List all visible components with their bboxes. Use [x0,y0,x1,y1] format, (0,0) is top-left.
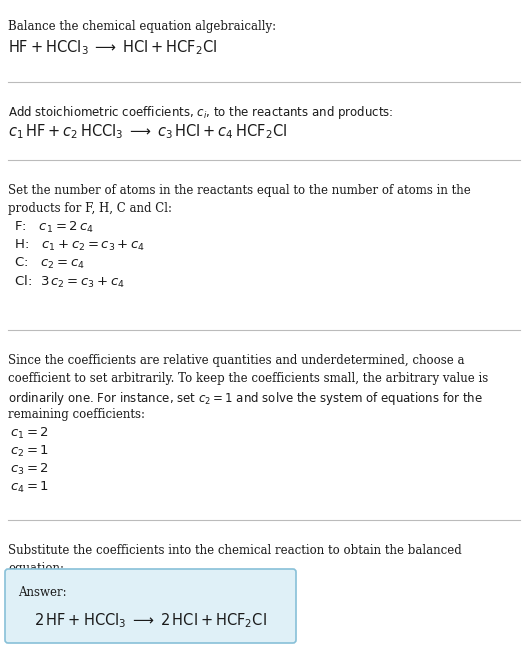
Text: coefficient to set arbitrarily. To keep the coefficients small, the arbitrary va: coefficient to set arbitrarily. To keep … [8,372,488,385]
Text: remaining coefficients:: remaining coefficients: [8,408,145,421]
Text: Set the number of atoms in the reactants equal to the number of atoms in the: Set the number of atoms in the reactants… [8,184,471,197]
Text: $\mathrm{HF + HCCl_3 \;\longrightarrow\; HCl + HCF_2Cl}$: $\mathrm{HF + HCCl_3 \;\longrightarrow\;… [8,38,218,57]
Text: $c_1 = 2$: $c_1 = 2$ [10,426,49,441]
Text: F:   $c_1 = 2\,c_4$: F: $c_1 = 2\,c_4$ [10,220,94,235]
Text: Substitute the coefficients into the chemical reaction to obtain the balanced: Substitute the coefficients into the che… [8,544,462,557]
Text: $c_1\,\mathrm{HF} + c_2\,\mathrm{HCCl_3} \;\longrightarrow\; c_3\,\mathrm{HCl} +: $c_1\,\mathrm{HF} + c_2\,\mathrm{HCCl_3}… [8,122,287,141]
Text: Balance the chemical equation algebraically:: Balance the chemical equation algebraica… [8,20,276,33]
Text: ordinarily one. For instance, set $c_2 = 1$ and solve the system of equations fo: ordinarily one. For instance, set $c_2 =… [8,390,483,407]
Text: H:   $c_1 + c_2 = c_3 + c_4$: H: $c_1 + c_2 = c_3 + c_4$ [10,238,145,253]
Text: $c_2 = 1$: $c_2 = 1$ [10,444,49,459]
Text: Add stoichiometric coefficients, $c_i$, to the reactants and products:: Add stoichiometric coefficients, $c_i$, … [8,104,393,121]
Text: $c_4 = 1$: $c_4 = 1$ [10,480,49,495]
Text: $c_3 = 2$: $c_3 = 2$ [10,462,49,477]
Text: C:   $c_2 = c_4$: C: $c_2 = c_4$ [10,256,85,271]
Text: Since the coefficients are relative quantities and underdetermined, choose a: Since the coefficients are relative quan… [8,354,465,367]
Text: products for F, H, C and Cl:: products for F, H, C and Cl: [8,202,172,215]
Text: $2\,\mathrm{HF} + \mathrm{HCCl_3} \;\longrightarrow\; 2\,\mathrm{HCl} + \mathrm{: $2\,\mathrm{HF} + \mathrm{HCCl_3} \;\lon… [34,612,267,631]
Text: Cl:  $3\,c_2 = c_3 + c_4$: Cl: $3\,c_2 = c_3 + c_4$ [10,274,125,290]
Text: equation:: equation: [8,562,64,575]
Text: Answer:: Answer: [18,586,67,599]
FancyBboxPatch shape [5,569,296,643]
